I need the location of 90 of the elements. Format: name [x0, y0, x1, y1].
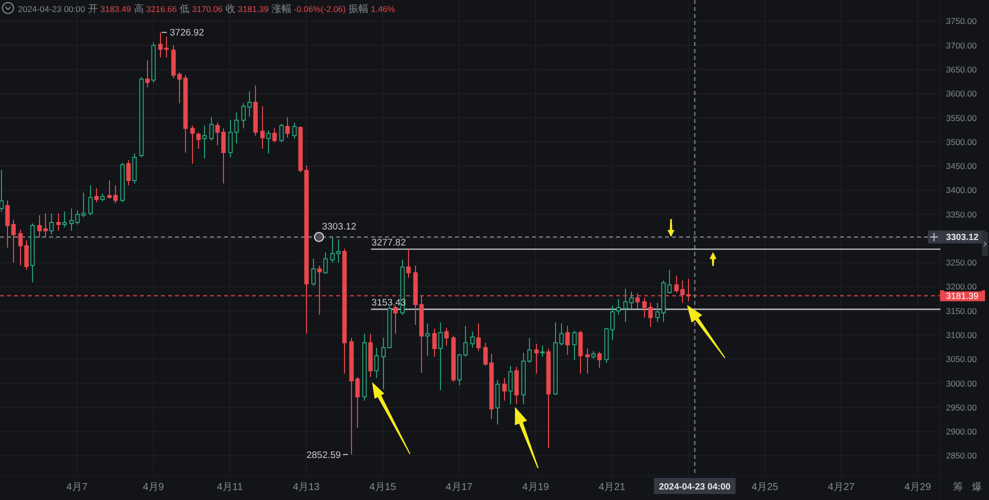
text: 筹	[953, 481, 963, 493]
candlestick	[451, 336, 456, 382]
x-tick-label: 4月17	[446, 482, 473, 493]
candlestick	[432, 328, 437, 358]
y-tick-label: 3250.00	[946, 258, 977, 268]
y-tick-label: 3450.00	[946, 161, 977, 172]
candlestick	[292, 122, 297, 140]
candlestick	[629, 291, 634, 309]
candlestick	[37, 214, 42, 238]
candlestick	[158, 32, 163, 58]
y-tick-label: 3050.00	[946, 354, 977, 364]
candlestick	[298, 126, 303, 173]
candlestick	[272, 128, 277, 143]
x-tick-label: 4月13	[292, 482, 320, 493]
x-tick-label: 4月7	[66, 482, 88, 493]
y-tick-label: 2900.00	[946, 426, 977, 437]
candlestick	[126, 160, 131, 186]
candlestick	[260, 106, 265, 150]
y-tick-label: 3550.00	[946, 112, 977, 123]
candlestick	[183, 74, 188, 154]
candlestick	[476, 322, 481, 352]
candlestick	[177, 72, 182, 104]
candlestick	[221, 128, 226, 184]
annotation: 3726.92	[170, 28, 204, 39]
y-tick-label: 3700.00	[946, 40, 977, 50]
candlestick	[164, 36, 169, 58]
x-tick-label: 4月19	[522, 482, 550, 493]
annotation: 3277.82	[372, 238, 406, 249]
candlestick	[514, 366, 519, 405]
ref-line-label: 3181.39	[946, 290, 979, 301]
candlestick	[534, 343, 539, 374]
annotation: 2852.59	[306, 450, 341, 461]
x-tick-label: 4月15	[369, 482, 396, 493]
candlestick	[56, 212, 61, 232]
annotation: 3303.12	[322, 221, 356, 232]
candlestick	[406, 248, 411, 278]
candlestick	[196, 132, 201, 150]
ref-line-label: 3303.12	[946, 232, 979, 242]
x-tick-label: 4月29	[904, 482, 932, 493]
x-tick-label: 4月21	[598, 482, 626, 493]
y-tick-label: 3400.00	[946, 185, 977, 196]
y-tick-label: 3750.00	[946, 16, 977, 26]
candlestick	[18, 229, 23, 266]
chart-title: 2024-04-23 00:00 开 3183.49 高 3216.66 低 3170.06 收 3181.39 涨幅 -0.06%(-2.06) 振幅 1.46%	[18, 4, 395, 15]
candlestick	[585, 348, 590, 374]
candlestick	[171, 44, 176, 79]
y-tick-label: 3500.00	[946, 136, 977, 147]
candlestick	[597, 351, 602, 368]
candlestick	[349, 337, 354, 455]
candlestick	[642, 297, 647, 318]
candlestick	[483, 342, 488, 366]
y-tick-label: 3350.00	[946, 209, 977, 220]
y-tick-label: 3100.00	[946, 330, 977, 340]
candlestick	[215, 122, 220, 146]
candlestick	[502, 378, 507, 402]
x-tick-label: 4月11	[216, 482, 244, 493]
candlestick	[253, 84, 258, 136]
x-tick-label: 4月25	[752, 482, 779, 493]
candlestick	[648, 302, 653, 328]
candlestick	[5, 200, 10, 248]
ref-line-label: 2024-04-23 04:00	[659, 482, 731, 492]
candlestick	[43, 212, 48, 238]
y-tick-label: 3150.00	[946, 306, 977, 316]
candlestick	[285, 116, 290, 138]
candlestick	[100, 193, 105, 202]
candlestick	[107, 180, 112, 199]
y-tick-label: 2950.00	[946, 402, 977, 412]
candlestick	[368, 333, 373, 378]
x-tick-label: 4月27	[828, 482, 856, 493]
candlestick	[565, 325, 570, 356]
y-tick-label: 3650.00	[946, 64, 977, 74]
candlestick	[444, 327, 449, 346]
candlestick	[145, 60, 150, 88]
candlestick	[578, 330, 583, 374]
y-tick-label: 3000.00	[946, 378, 977, 388]
y-tick-label: 3600.00	[946, 88, 977, 99]
candlestick	[674, 275, 679, 294]
candlestick	[11, 219, 16, 264]
candlestick	[393, 305, 398, 334]
candlestick	[355, 376, 360, 428]
x-tick-label: 4月9	[142, 482, 164, 493]
candlestick	[24, 240, 29, 270]
candlestick	[190, 125, 195, 164]
text: 爆	[972, 481, 982, 493]
y-tick-label: 2850.00	[946, 450, 977, 461]
candlestick	[113, 184, 118, 204]
candlestick	[546, 348, 551, 448]
candlestick	[94, 188, 99, 203]
candlestick	[489, 353, 494, 420]
y-tick-label: 3200.00	[946, 282, 977, 292]
